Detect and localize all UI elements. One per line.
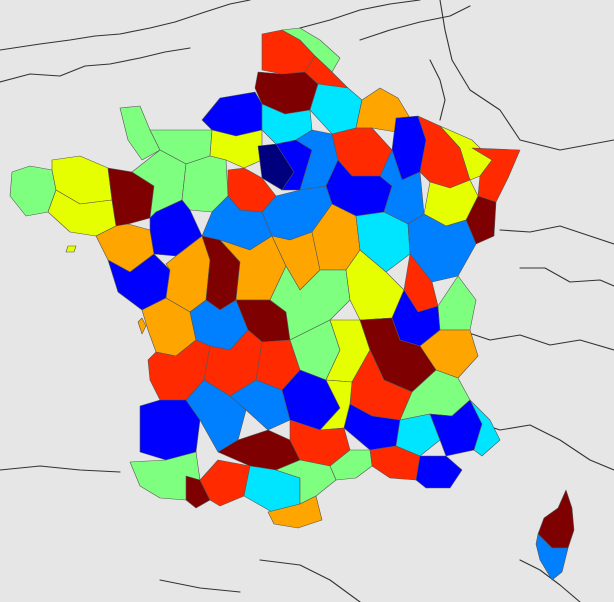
uk-coast-2 [0, 47, 191, 83]
department [415, 455, 463, 489]
department [437, 275, 477, 331]
island-ile-de-re [65, 245, 77, 253]
island-oleron [137, 317, 147, 335]
islands [65, 245, 147, 335]
swiss-border [499, 225, 614, 287]
department [185, 379, 247, 453]
department [275, 459, 337, 505]
sardinia-coast [519, 559, 581, 602]
department [139, 399, 201, 461]
department [281, 27, 341, 73]
france-departments [9, 27, 575, 581]
benelux-border [299, 0, 471, 121]
spain-border [0, 465, 361, 602]
department [469, 399, 501, 457]
department [267, 495, 323, 529]
department [395, 413, 441, 457]
department [185, 475, 211, 509]
italy-border [459, 329, 614, 471]
uk-coast [0, 0, 251, 51]
corsica-south [535, 533, 569, 581]
germany-border [439, 0, 614, 151]
